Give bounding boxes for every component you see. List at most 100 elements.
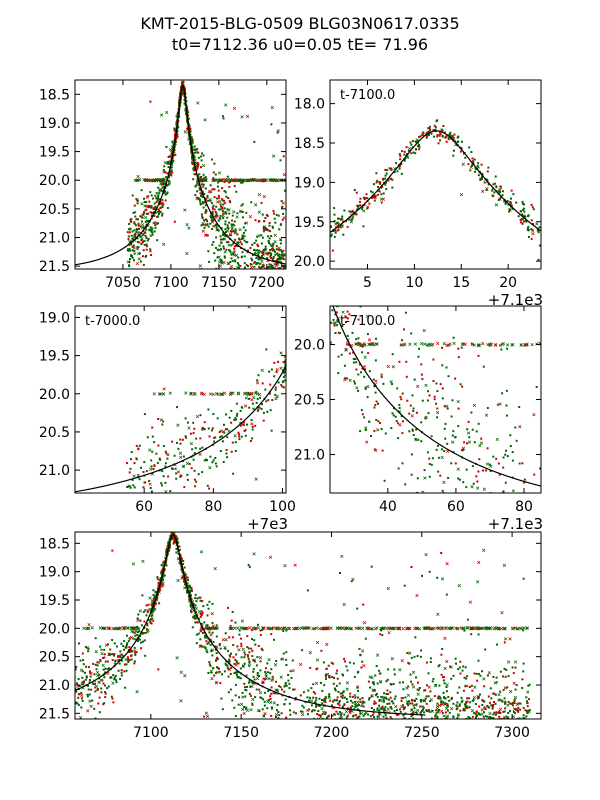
data-point (499, 196, 502, 199)
data-point (240, 418, 243, 421)
data-point (229, 201, 232, 204)
data-point (427, 130, 430, 133)
data-point (133, 662, 136, 665)
data-point (156, 578, 159, 581)
data-point (172, 542, 175, 545)
data-point (114, 659, 117, 662)
data-point (235, 244, 238, 247)
data-point (411, 702, 414, 705)
data-point (450, 677, 453, 680)
data-point (213, 196, 216, 199)
data-point (313, 709, 316, 712)
data-point-cross (250, 684, 254, 689)
data-point (192, 609, 195, 612)
data-point (84, 646, 87, 648)
data-point-cross (506, 703, 510, 707)
data-point (431, 680, 434, 683)
data-point (195, 148, 198, 151)
data-point (248, 692, 251, 695)
data-point (264, 269, 266, 271)
data-point (384, 177, 387, 180)
data-point (286, 363, 288, 365)
data-point-cross (85, 646, 90, 650)
data-point (172, 143, 175, 145)
data-point (145, 604, 148, 607)
data-point (192, 421, 195, 424)
data-point (358, 363, 361, 366)
data-point (189, 604, 192, 606)
y-tick-label: 19.5 (39, 145, 70, 161)
data-point (138, 494, 140, 496)
data-point (443, 450, 446, 453)
data-point (478, 458, 481, 461)
data-point (216, 417, 219, 420)
data-point (203, 219, 205, 222)
data-point-cross (255, 381, 260, 385)
data-point (230, 666, 233, 669)
data-point (190, 138, 193, 140)
data-point (75, 668, 77, 670)
data-point (163, 165, 166, 168)
data-point (182, 562, 185, 565)
data-point (134, 224, 137, 227)
data-point (201, 611, 204, 614)
data-point (385, 188, 388, 191)
data-point (355, 714, 358, 717)
data-point (376, 707, 379, 710)
data-point (101, 679, 104, 682)
data-point (455, 704, 458, 707)
data-point (161, 204, 164, 207)
data-point (456, 691, 459, 694)
data-point (198, 186, 201, 189)
data-point (299, 694, 302, 697)
data-point-cross (456, 399, 460, 404)
data-point (115, 679, 118, 682)
data-point (384, 432, 387, 435)
data-point (104, 696, 107, 699)
data-point (327, 722, 329, 724)
data-point (244, 686, 246, 689)
data-point (385, 717, 388, 719)
data-point (473, 712, 476, 714)
data-point (391, 412, 394, 415)
data-point (152, 468, 155, 470)
data-point (336, 702, 339, 705)
data-point (201, 183, 203, 186)
data-point (158, 602, 161, 605)
data-point (269, 697, 272, 700)
data-point-cross (483, 706, 487, 711)
data-point (138, 630, 141, 633)
data-point-cross (198, 644, 202, 649)
data-point (359, 200, 361, 203)
data-point (137, 233, 140, 236)
data-point (390, 707, 393, 710)
data-point (476, 480, 479, 483)
data-point (383, 479, 386, 482)
data-point (240, 435, 243, 438)
data-point (236, 645, 239, 648)
data-point (196, 597, 199, 600)
data-point (390, 168, 393, 171)
data-point (504, 707, 507, 710)
data-point (136, 241, 139, 244)
data-point (434, 715, 437, 718)
data-point (268, 677, 271, 680)
data-point (246, 423, 248, 426)
data-point (260, 647, 263, 650)
data-point (330, 303, 332, 305)
data-point (474, 703, 477, 705)
data-point (429, 129, 432, 132)
data-point (412, 151, 415, 154)
data-point (117, 669, 120, 672)
data-point (288, 352, 290, 354)
data-point-cross (327, 222, 330, 225)
data-point (428, 394, 431, 397)
data-point (181, 83, 184, 86)
data-point (165, 452, 168, 455)
data-point (317, 704, 320, 707)
data-point (82, 663, 85, 666)
data-point (209, 199, 212, 202)
data-point (423, 689, 426, 692)
data-point (370, 707, 373, 709)
data-point (479, 693, 481, 696)
